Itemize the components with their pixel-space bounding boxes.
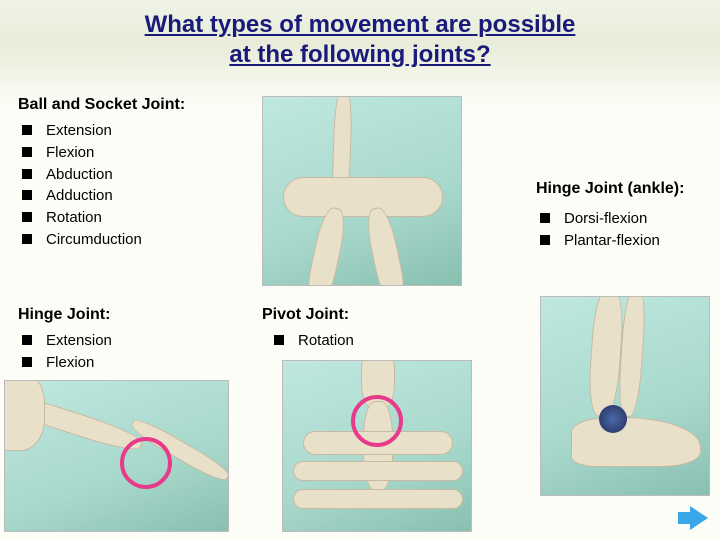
pivot-heading: Pivot Joint: [262,306,492,324]
list-item: Dorsi-flexion [538,208,716,230]
list-item: Extension [20,330,248,352]
slide-title: What types of movement are possible at t… [0,0,720,76]
hinge-ankle-heading: Hinge Joint (ankle): [536,180,716,198]
title-line-1: What types of movement are possible [145,11,576,38]
elbow-joint-image [4,380,229,532]
list-item: Extension [20,120,248,142]
list-item: Plantar-flexion [538,230,716,252]
neck-joint-image [282,360,472,532]
list-item: Rotation [272,330,492,352]
hinge-heading: Hinge Joint: [18,306,248,324]
list-item: Adduction [20,185,248,207]
title-line-2: at the following joints? [229,41,490,68]
hinge-section: Hinge Joint: Extension Flexion [18,302,248,374]
list-item: Flexion [20,352,248,374]
ankle-joint-image [540,296,710,496]
ball-socket-list: Extension Flexion Abduction Adduction Ro… [18,120,248,251]
elbow-marker-circle [120,437,172,489]
pivot-list: Rotation [262,330,492,352]
hinge-ankle-list: Dorsi-flexion Plantar-flexion [536,208,716,252]
ball-socket-heading: Ball and Socket Joint: [18,96,248,114]
list-item: Circumduction [20,229,248,251]
ball-socket-section: Ball and Socket Joint: Extension Flexion… [18,92,248,251]
list-item: Abduction [20,164,248,186]
hinge-ankle-section: Hinge Joint (ankle): Dorsi-flexion Plant… [536,176,716,252]
pivot-section: Pivot Joint: Rotation [262,302,492,352]
hip-joint-image [262,96,462,286]
neck-marker-circle [351,395,403,447]
list-item: Flexion [20,142,248,164]
list-item: Rotation [20,207,248,229]
hinge-list: Extension Flexion [18,330,248,374]
